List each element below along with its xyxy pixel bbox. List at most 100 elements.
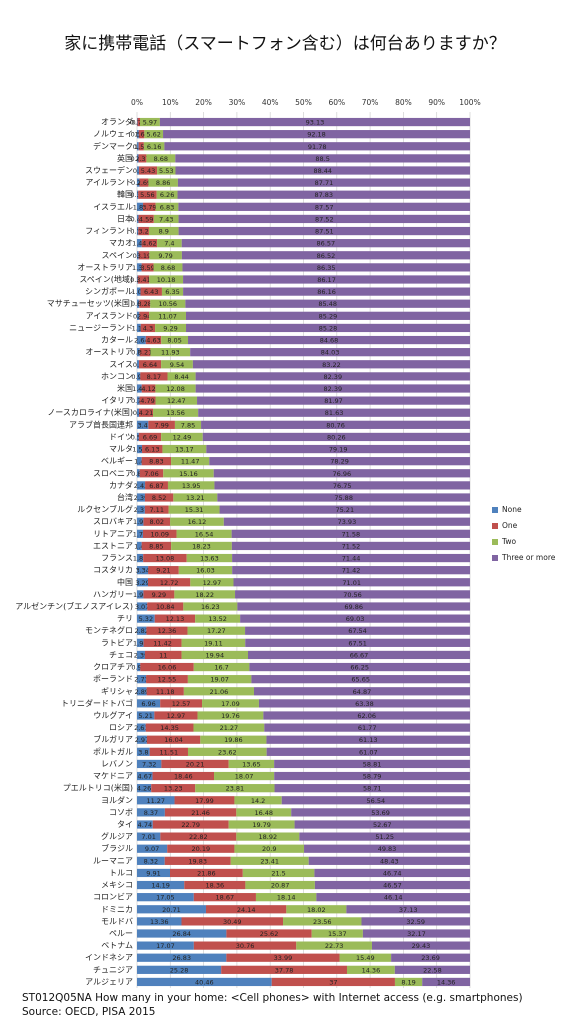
data-label: 8.68 — [161, 264, 175, 272]
data-label: 3.79 — [142, 203, 156, 211]
data-label: 53.69 — [371, 809, 390, 817]
data-label: 5.43 — [141, 167, 155, 175]
data-label: 12.97 — [203, 579, 222, 587]
data-label: 37.13 — [399, 906, 418, 914]
data-label: 21.5 — [271, 869, 285, 877]
data-label: 11.47 — [181, 458, 200, 466]
data-label: 71.52 — [342, 542, 361, 550]
data-label: 17.09 — [221, 700, 240, 708]
data-label: 13.21 — [186, 494, 205, 502]
data-label: 73.93 — [338, 518, 357, 526]
y-tick-label: ルーマニア — [93, 856, 133, 865]
data-label: 88.44 — [313, 167, 332, 175]
data-label: 24.14 — [237, 906, 256, 914]
data-label: 18.07 — [235, 773, 254, 781]
data-label: 65.65 — [351, 676, 370, 684]
data-label: 16.7 — [214, 664, 228, 672]
data-label: 20.87 — [271, 882, 290, 890]
data-label: 85.48 — [318, 300, 337, 308]
data-label: 5.62 — [146, 131, 160, 139]
data-label: 6.96 — [141, 700, 155, 708]
data-label: 8.52 — [152, 494, 166, 502]
data-label: 5.53 — [159, 167, 173, 175]
data-label: 48.43 — [380, 857, 399, 865]
data-label: 76.75 — [333, 482, 352, 490]
data-label: 71.58 — [342, 530, 361, 538]
data-label: 49.83 — [378, 845, 397, 853]
data-label: 87.52 — [315, 215, 334, 223]
data-label: 13.23 — [164, 785, 183, 793]
y-tick-label: モンテネグロ — [85, 625, 133, 635]
data-label: 52.67 — [373, 821, 392, 829]
data-label: 29.43 — [412, 942, 431, 950]
data-label: 8.9 — [159, 228, 169, 236]
data-label: 76.96 — [333, 470, 352, 478]
data-label: 16.23 — [201, 603, 220, 611]
data-label: 19.79 — [252, 821, 271, 829]
y-tick-label: 中国 — [117, 577, 133, 587]
y-tick-label: タイ — [117, 820, 133, 829]
y-tick-label: オーストラリア — [77, 263, 133, 272]
data-label: 66.25 — [350, 664, 369, 672]
data-label: 16.54 — [195, 530, 214, 538]
y-tick-label: デンマーク — [93, 141, 133, 151]
data-label: 8.19 — [401, 978, 415, 986]
data-label: 87.57 — [315, 203, 334, 211]
data-label: 14.19 — [151, 882, 170, 890]
y-tick-label: クロアチア — [93, 663, 133, 672]
data-label: 6.26 — [160, 191, 174, 199]
y-tick-label: ペルー — [109, 929, 133, 938]
data-label: 25.28 — [170, 966, 189, 974]
data-label: 91.78 — [308, 143, 327, 151]
y-tick-label: ベルギー — [101, 457, 133, 466]
data-label: 14.36 — [362, 966, 381, 974]
data-label: 6.43 — [144, 288, 158, 296]
data-label: 3.34 — [135, 567, 149, 575]
data-label: 63.38 — [355, 700, 374, 708]
data-label: 5.97 — [143, 119, 157, 127]
data-label: 3.59 — [140, 264, 154, 272]
data-label: 3.19 — [137, 252, 151, 260]
data-label: 3.21 — [138, 349, 152, 357]
data-label: 16.12 — [188, 518, 207, 526]
data-label: 8.68 — [154, 155, 168, 163]
data-label: 58.79 — [363, 773, 382, 781]
y-tick-label: ホンコン — [101, 372, 133, 381]
y-tick-label: チュニジア — [93, 965, 133, 974]
y-tick-label: カタール — [101, 336, 133, 345]
data-label: 80.26 — [327, 433, 346, 441]
x-tick-label: 90% — [428, 98, 445, 107]
data-label: 11.07 — [158, 312, 177, 320]
data-label: 46.74 — [383, 869, 402, 877]
data-label: 66.67 — [350, 651, 369, 659]
data-label: 19.76 — [221, 712, 240, 720]
y-tick-label: アラブ首長国連邦 — [69, 419, 133, 429]
y-tick-label: スペイン — [102, 251, 133, 260]
y-tick-label: スイス — [109, 360, 133, 369]
data-label: 16.04 — [164, 736, 183, 744]
data-label: 13.65 — [242, 760, 261, 768]
x-tick-label: 30% — [229, 98, 246, 107]
data-label: 14.2 — [251, 797, 265, 805]
data-label: 93.13 — [306, 119, 325, 127]
data-label: 10.84 — [156, 603, 175, 611]
x-tick-label: 100% — [459, 98, 480, 107]
data-label: 12.57 — [172, 700, 191, 708]
y-tick-label: ノースカロライナ(米国) — [47, 407, 133, 417]
data-label: 64.87 — [353, 688, 372, 696]
data-label: 26.83 — [172, 954, 191, 962]
data-label: 86.52 — [317, 252, 336, 260]
y-tick-label: マサチューセッツ(米国) — [47, 298, 133, 308]
data-label: 14.35 — [160, 724, 179, 732]
data-label: 5.21 — [138, 712, 152, 720]
data-label: 9.29 — [152, 591, 166, 599]
x-tick-label: 20% — [195, 98, 212, 107]
data-label: 82.39 — [324, 385, 343, 393]
y-tick-label: ウルグアイ — [93, 710, 133, 720]
data-label: 30.76 — [236, 942, 255, 950]
data-label: 23.56 — [313, 918, 332, 926]
y-tick-label: ルクセンブルグ — [77, 504, 133, 514]
y-tick-label: スウェーデン — [85, 165, 133, 175]
y-tick-label: イタリア — [101, 396, 133, 405]
y-tick-label: スペイン(地域) — [79, 274, 133, 284]
